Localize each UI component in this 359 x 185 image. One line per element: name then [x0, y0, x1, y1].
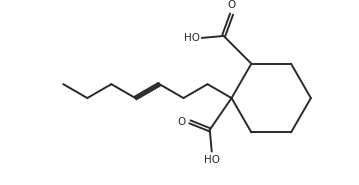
Text: HO: HO [184, 33, 200, 43]
Text: O: O [228, 0, 236, 10]
Text: O: O [178, 117, 186, 127]
Text: HO: HO [204, 154, 220, 165]
